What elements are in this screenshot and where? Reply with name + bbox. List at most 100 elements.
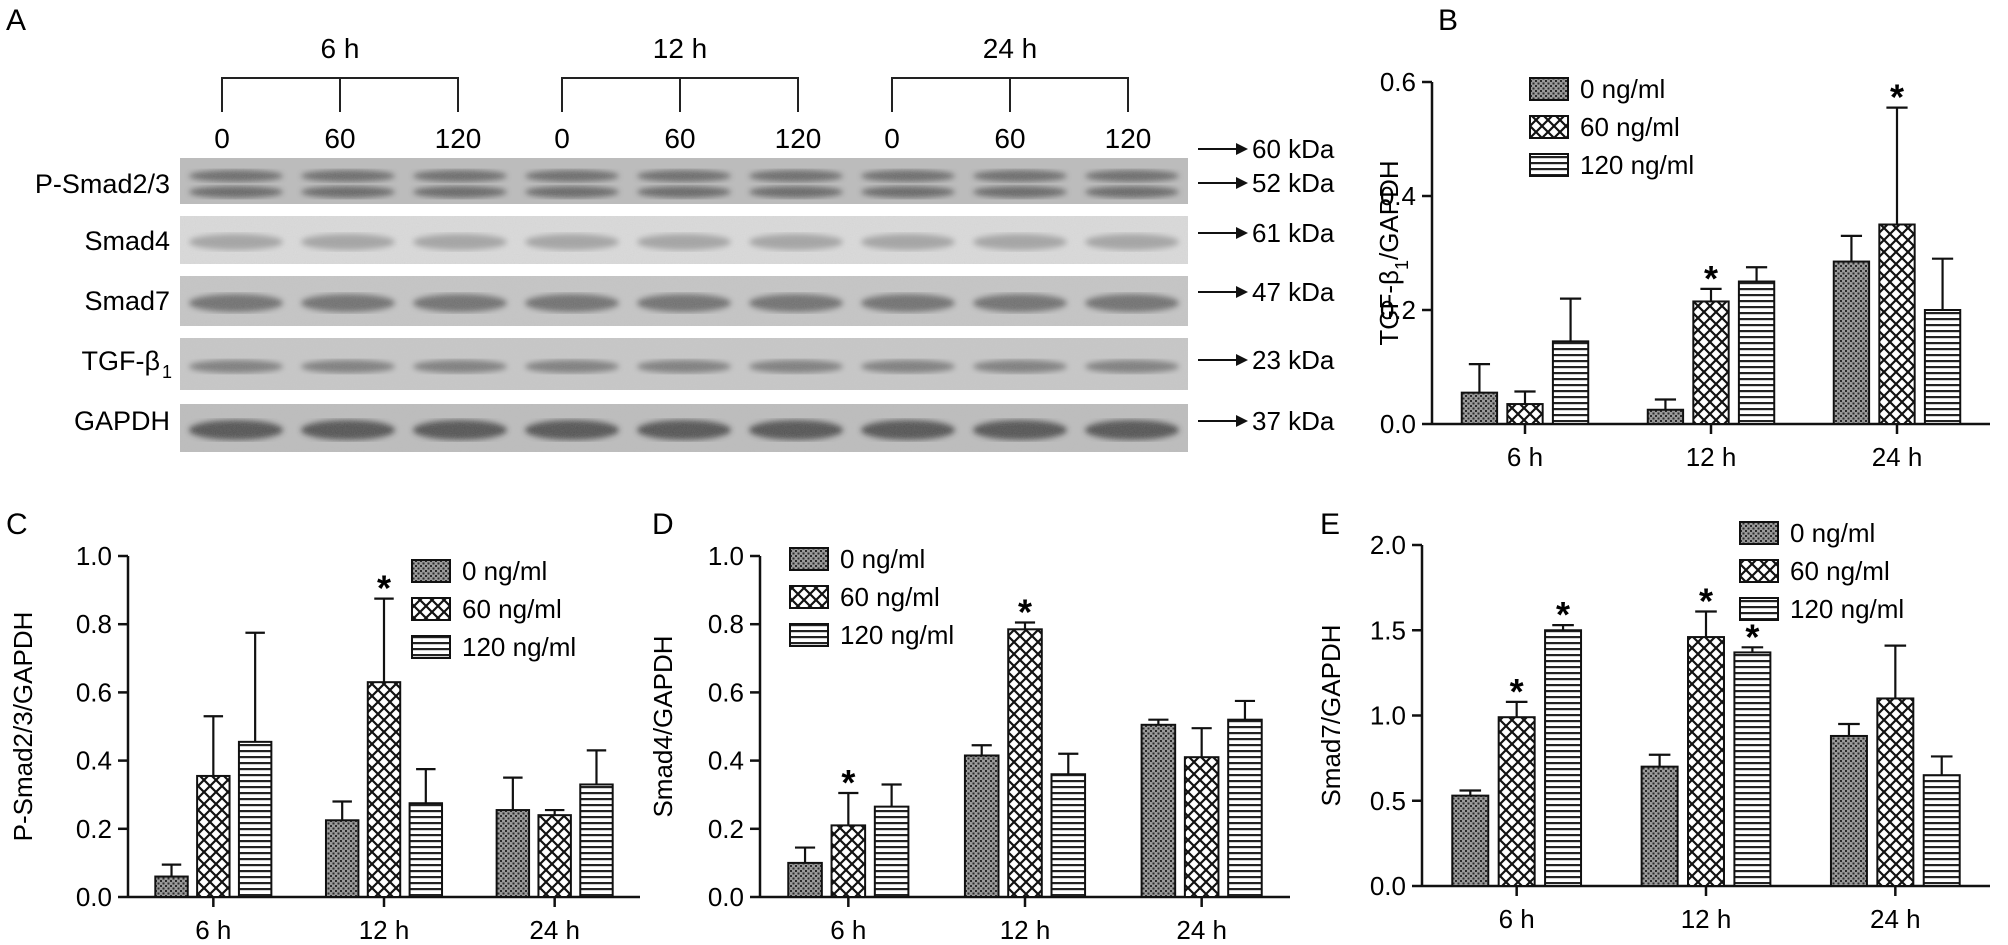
y-axis-label-main: TGF-β	[1374, 270, 1404, 346]
x-tick-label: 24 h	[1870, 904, 1921, 934]
significance-star: *	[1704, 258, 1718, 299]
bar	[366, 681, 402, 898]
blot-row-label: GAPDH	[74, 406, 170, 436]
dose-label: 60	[324, 123, 355, 154]
bar	[1544, 629, 1583, 887]
y-tick-label: 1.0	[1370, 701, 1406, 731]
blot-row-label: Smad7	[84, 286, 170, 316]
legend-entry: 60 ng/ml	[840, 582, 940, 612]
y-axis-label-main: Smad7/GAPDH	[1316, 624, 1346, 806]
blot-grain	[180, 158, 1188, 204]
legend-swatch	[789, 623, 829, 647]
significance-star: *	[1745, 616, 1759, 657]
legend-entry: 120 ng/ml	[1580, 150, 1694, 180]
kda-marker: 61 kDa	[1252, 218, 1335, 248]
kda-arrow-head	[1236, 415, 1248, 427]
bar	[830, 824, 867, 899]
bar	[1733, 651, 1772, 887]
bar	[1640, 765, 1679, 888]
dose-label: 120	[435, 123, 482, 154]
legend-swatch	[411, 559, 451, 583]
y-tick-label: 0.8	[708, 609, 744, 639]
legend-entry: 120 ng/ml	[840, 620, 954, 650]
bar	[1878, 223, 1916, 425]
dose-label: 0	[884, 123, 900, 154]
legend-entry: 0 ng/ml	[840, 544, 925, 574]
bar	[787, 861, 823, 899]
legend-swatch	[1529, 115, 1569, 139]
legend-entry: 0 ng/ml	[1580, 74, 1665, 104]
legend-swatch	[789, 547, 829, 571]
bar	[324, 819, 360, 899]
kda-marker: 47 kDa	[1252, 277, 1335, 307]
bar	[154, 875, 189, 898]
bar	[1506, 403, 1544, 425]
x-tick-label: 24 h	[529, 915, 580, 945]
time-group-label: 12 h	[653, 33, 708, 64]
blot-grain	[180, 276, 1188, 326]
dose-label: 120	[1105, 123, 1152, 154]
y-tick-label: 0.4	[708, 746, 744, 776]
x-tick-label: 12 h	[1686, 442, 1737, 472]
blot-row-label: P-Smad2/3	[35, 169, 170, 199]
y-tick-label: 0.0	[708, 882, 744, 912]
bar	[1460, 391, 1499, 425]
y-tick-label: 0.0	[76, 882, 112, 912]
legend-entry: 60 ng/ml	[1790, 556, 1890, 586]
dose-label: 60	[994, 123, 1025, 154]
bar	[495, 809, 531, 898]
y-axis-label: Smad7/GAPDH	[1316, 624, 1346, 806]
kda-marker: 52 kDa	[1252, 168, 1335, 198]
panel-letter-b: B	[1438, 4, 1458, 37]
blot-grain	[180, 404, 1188, 452]
y-axis-label: P-Smad2/3/GAPDH	[8, 612, 38, 842]
blot-grain	[180, 216, 1188, 264]
bar	[1140, 723, 1177, 898]
legend-entry: 120 ng/ml	[1790, 594, 1904, 624]
y-tick-label: 0.4	[76, 746, 112, 776]
panel-letter-a: A	[6, 4, 26, 37]
y-axis-label-subscript: 1	[1392, 260, 1412, 270]
blot-row-label: Smad4	[84, 226, 170, 256]
y-tick-label: 0.0	[1370, 871, 1406, 901]
significance-star: *	[1556, 594, 1570, 635]
legend-swatch	[411, 635, 451, 659]
chart-smad7: 0.0 0.5 1.0 1.5 2.0 Smad7/GAPDH 6 h * * 12 h * * 24 …	[1316, 518, 1990, 934]
x-tick-label: 6 h	[195, 915, 231, 945]
x-tick-label: 12 h	[1000, 915, 1051, 945]
y-tick-label: 0.2	[1380, 295, 1416, 325]
y-axis-label: Smad4/GAPDH	[648, 635, 678, 817]
panel-letter-d: D	[652, 508, 674, 541]
legend-swatch	[1739, 559, 1779, 583]
bar	[1922, 774, 1961, 887]
blot-row-label: TGF-β	[81, 346, 160, 376]
bar	[1923, 309, 1962, 425]
kda-arrow-head	[1236, 227, 1248, 239]
kda-arrow-head	[1236, 177, 1248, 189]
bar	[579, 783, 614, 898]
y-axis-label-main: Smad4/GAPDH	[648, 635, 678, 817]
chart-p-smad2-3: 0.0 0.2 0.4 0.6 0.8 1.0 P-Smad2/3/GAPDH 6 h 12 h…	[8, 541, 640, 945]
bar	[1832, 260, 1871, 425]
time-group-label: 6 h	[321, 33, 360, 64]
y-tick-label: 1.0	[708, 541, 744, 571]
x-tick-label: 6 h	[1499, 904, 1535, 934]
kda-marker: 60 kDa	[1252, 134, 1335, 164]
panel-letter-c: C	[6, 508, 28, 541]
y-tick-label: 0.2	[76, 814, 112, 844]
panel-letter-e: E	[1320, 508, 1340, 541]
y-tick-label: 1.0	[76, 541, 112, 571]
legend-swatch	[789, 585, 829, 609]
bar	[1692, 300, 1730, 426]
legend-entry: 0 ng/ml	[462, 556, 547, 586]
dose-label: 60	[664, 123, 695, 154]
legend-entry: 120 ng/ml	[462, 632, 576, 662]
blot-grain	[180, 338, 1188, 390]
bar	[1737, 280, 1776, 425]
blot-row-label-subscript: 1	[162, 362, 172, 382]
y-tick-label: 2.0	[1370, 530, 1406, 560]
legend-swatch	[1739, 521, 1779, 545]
x-tick-label: 6 h	[1507, 442, 1543, 472]
y-tick-label: 0.4	[1380, 181, 1416, 211]
